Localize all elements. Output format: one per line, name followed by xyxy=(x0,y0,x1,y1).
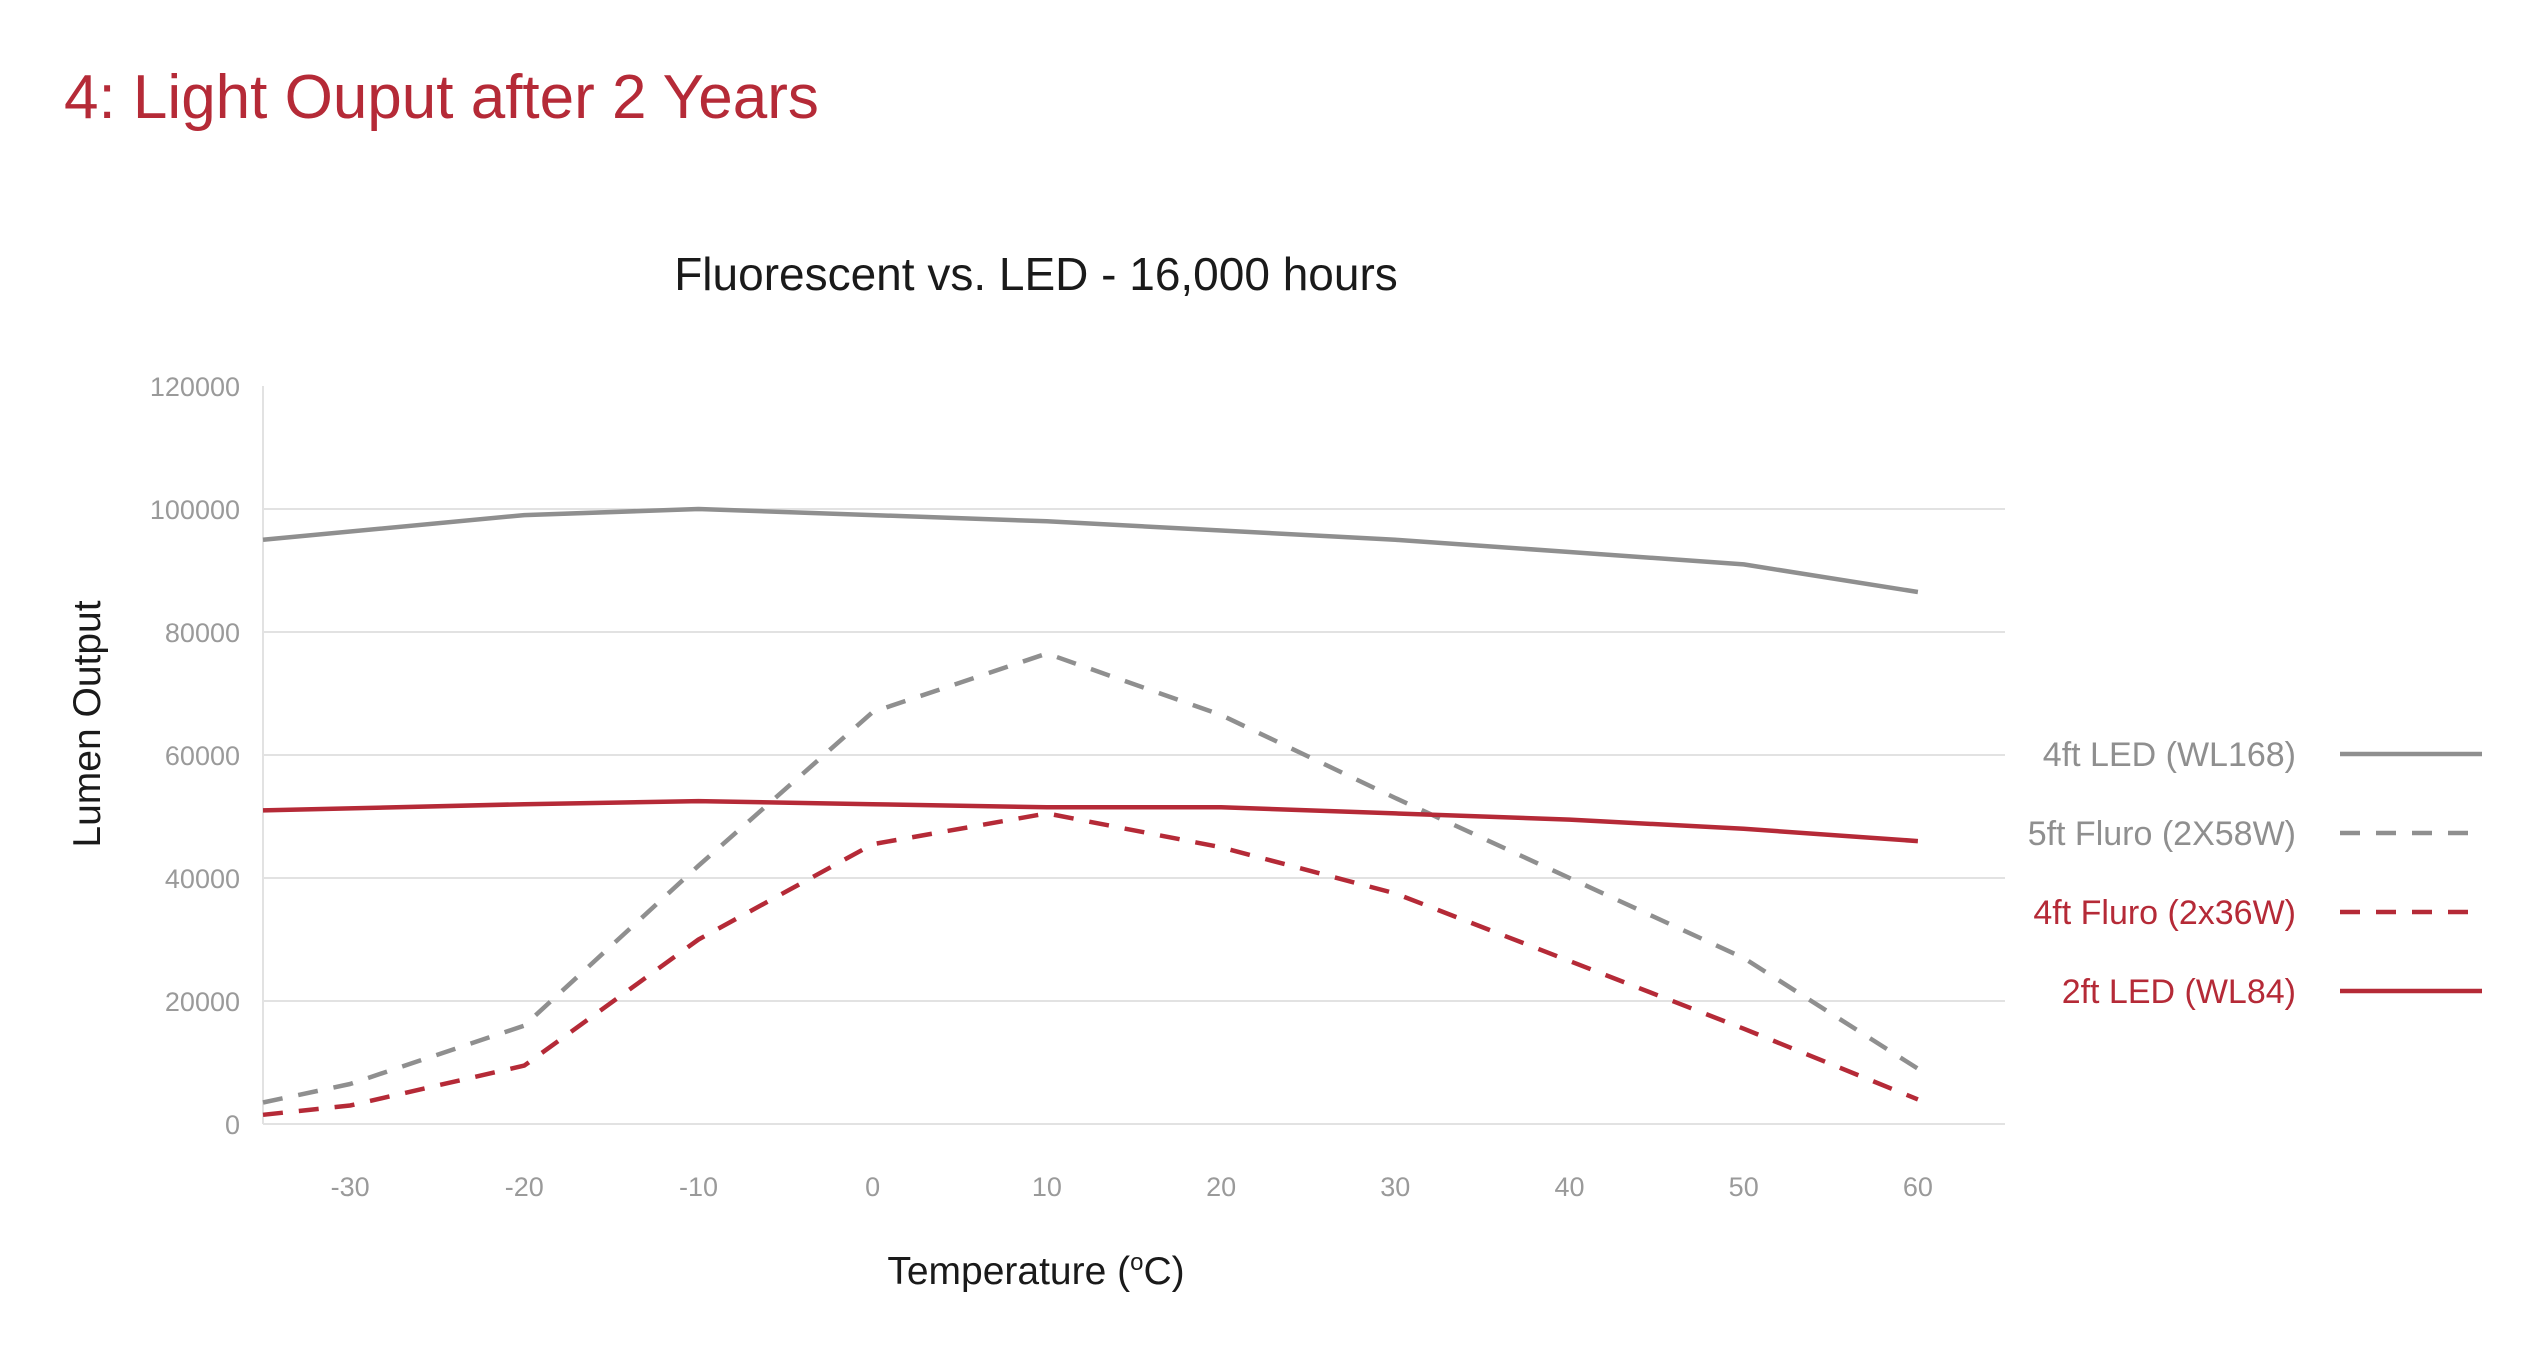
y-axis-title: Lumen Output xyxy=(66,600,109,847)
legend-label-2: 5ft Fluro (2X58W) xyxy=(2028,815,2296,853)
x-tick-label: 20 xyxy=(1206,1172,1236,1202)
series-line-2 xyxy=(262,651,1920,1105)
y-tick-label: 80000 xyxy=(165,618,240,648)
chart-title: Fluorescent vs. LED - 16,000 hours xyxy=(674,248,1398,300)
x-tick-label: 60 xyxy=(1903,1172,1933,1202)
axes xyxy=(262,386,2005,1125)
x-tick-labels: -30 -20 -10 0 10 20 30 40 50 60 xyxy=(331,1172,1933,1202)
series-line-4 xyxy=(262,798,1919,844)
legend: 4ft LED (WL168) 5ft Fluro (2X58W) 4ft Flur… xyxy=(2028,736,2482,1011)
x-tick-label: 10 xyxy=(1032,1172,1062,1202)
legend-label-4: 2ft LED (WL84) xyxy=(2062,973,2296,1011)
legend-label-1: 4ft LED (WL168) xyxy=(2043,736,2296,774)
page-heading: 4: Light Ouput after 2 Years xyxy=(64,63,819,132)
x-tick-label: 30 xyxy=(1380,1172,1410,1202)
y-tick-labels: 0 20000 40000 60000 80000 100000 120000 xyxy=(150,372,240,1140)
x-tick-label: -10 xyxy=(679,1172,718,1202)
series-lines xyxy=(262,506,1920,1118)
legend-label-3: 4ft Fluro (2x36W) xyxy=(2033,894,2296,932)
grid-lines xyxy=(263,508,2005,1002)
y-tick-label: 60000 xyxy=(165,741,240,771)
series-line-1 xyxy=(262,506,1919,595)
x-tick-label: 40 xyxy=(1554,1172,1584,1202)
x-tick-label: 0 xyxy=(865,1172,880,1202)
y-tick-label: 120000 xyxy=(150,372,240,402)
y-tick-label: 40000 xyxy=(165,864,240,894)
y-tick-label: 0 xyxy=(225,1110,240,1140)
x-axis-title-sup: o xyxy=(1130,1249,1143,1276)
x-axis-title-end: C) xyxy=(1143,1250,1184,1293)
x-tick-label: 50 xyxy=(1729,1172,1759,1202)
y-tick-label: 20000 xyxy=(165,987,240,1017)
x-tick-label: -30 xyxy=(331,1172,370,1202)
y-tick-label: 100000 xyxy=(150,495,240,525)
x-axis-title-main: Temperature ( xyxy=(887,1250,1130,1293)
series-line-3 xyxy=(262,811,1919,1118)
x-tick-label: -20 xyxy=(505,1172,544,1202)
x-axis-title: Temperature (oC) xyxy=(887,1249,1184,1293)
